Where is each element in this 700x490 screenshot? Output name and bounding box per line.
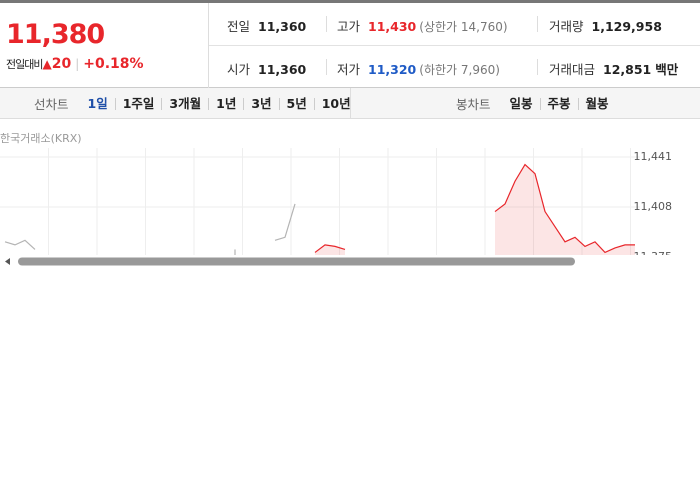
line-piece [4,239,36,250]
period-tab[interactable]: 주봉 [541,97,579,110]
period-tab[interactable]: 일봉 [503,97,541,110]
summary-item: 시가 11,360 [227,59,306,78]
period-tab[interactable]: 1주일 [116,97,163,110]
y-tick-label: 11,408 [634,200,673,213]
period-tab[interactable]: 1일 [81,97,116,110]
change-arrow: ▲ [42,57,52,71]
item-value: 11,360 [258,19,307,34]
quote-summary: 11,380 전일대비▲20 | +0.18% 전일 11,360 고가 11,430(… [0,0,700,88]
item-label: 거래대금 [549,62,596,77]
period-tab[interactable]: 3년 [244,97,280,110]
data-source: 한국거래소(KRX) [0,132,82,145]
summary-row: 시가 11,360 저가 11,320 (하한가 7,960) 거래대금 12,851 … [209,46,700,88]
item-note: (상한가 14,760) [419,20,508,34]
item-value: 12,851 [603,62,652,77]
period-tab[interactable]: 5년 [280,97,315,110]
current-price: 11,380 [6,19,105,50]
change-label: 전일대비 [6,58,43,71]
summary-item: 고가 11,430 (상한가 14,760) [337,16,508,35]
candle-tabs: 봉차트 일봉 주봉 월봉 [456,88,616,119]
period-tab[interactable]: 10년 [321,95,351,111]
item-value: 11,430 [368,19,417,34]
area-fill [315,244,345,255]
item-label: 거래량 [549,19,584,34]
line-piece [494,163,635,254]
change: 전일대비▲20 | +0.18% [6,56,144,72]
item-value: 11,320 [368,62,417,77]
summary-item: 전일 11,360 [227,16,306,35]
summary-row: 전일 11,360 고가 11,430 (상한가 14,760) 거래량 1,129,9… [209,3,700,46]
group-label: 봉차트 [456,97,491,112]
item-unit: 백만 [655,62,679,77]
line-piece [314,244,346,253]
price-chart: 11,441 11,408 11,375 [0,148,673,255]
period-tab[interactable]: 3개월 [162,97,210,110]
change-rate: +0.18% [83,56,144,72]
summary-item: 거래량 1,129,958 [549,16,662,35]
area-fill [495,164,635,255]
item-label: 저가 [337,62,361,77]
item-value: 11,360 [258,62,307,77]
y-tick-label: 11,375 [634,250,673,255]
item-note: (하한가 7,960) [419,63,500,77]
item-label: 시가 [227,62,251,77]
line-piece [274,203,296,241]
item-label: 전일 [227,19,251,34]
summary-item: 거래대금 12,851 백만 [549,59,678,78]
period-tab[interactable]: 1년 [209,97,245,110]
scroll-thumb[interactable] [18,257,575,266]
item-label: 고가 [337,19,361,34]
line-tabs: 선차트 1일 1주일 3개월 1년 3년 5년 10년 [34,88,358,119]
scrollbar[interactable] [0,255,700,268]
summary-item: 저가 11,320 (하한가 7,960) [337,59,500,78]
y-tick-label: 11,441 [634,150,673,163]
period-tab[interactable]: 월봉 [585,95,609,111]
change-value: 20 [51,56,72,72]
scroll-left[interactable] [5,258,10,265]
item-value: 1,129,958 [591,19,662,34]
group-label: 선차트 [34,97,69,112]
price-box: 11,380 전일대비▲20 | +0.18% [0,3,209,88]
